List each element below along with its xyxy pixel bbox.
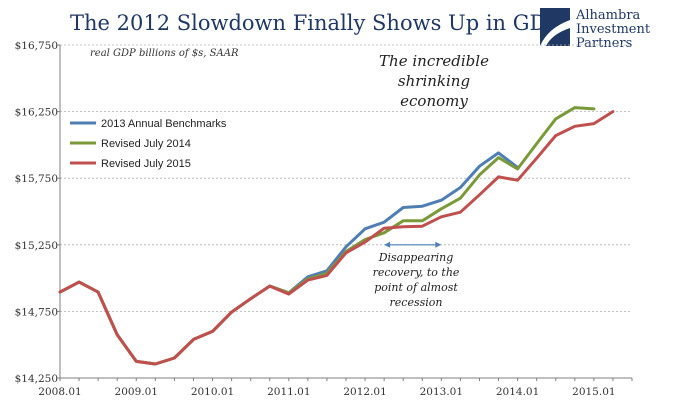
annotation-arrow [384,241,442,248]
logo-line-3: Partners [576,36,632,51]
y-tick-label-4: $16,250 [15,107,58,119]
x-tick-label-1: 2009.01 [115,386,158,398]
x-tick-label-3: 2011.01 [267,386,310,398]
alhambra-logo-icon [540,8,570,46]
arrow-head-left [384,241,391,248]
annotation-top-line-3: economy [400,92,468,110]
legend-label-revised-2014: Revised July 2014 [101,138,191,150]
logo-line-1: Alhambra [575,8,641,23]
annotation-mid-line-4: recession [390,296,443,309]
series-line-2 [58,110,615,366]
annotation-mid-line-1: Disappearing [378,251,454,264]
x-tick-labels: 2008.01 2009.01 2010.01 2011.01 2012.01 2013.… [38,378,633,398]
logo-line-2: Investment [576,22,651,37]
y-tick-label-0: $14,250 [15,373,58,385]
x-tick-label-2: 2010.01 [191,386,234,398]
grid-lines [60,44,632,312]
alhambra-logo: Alhambra Investment Partners [540,8,651,51]
y-tick-label-3: $15,750 [15,173,58,185]
annotation-shrinking-economy: The incredible shrinking economy [379,52,489,110]
y-tick-label-5: $16,750 [15,40,58,52]
annotation-top-line-2: shrinking [398,72,470,90]
x-tick-label-7: 2015.01 [572,386,615,398]
annotation-mid-line-2: recovery, to the [373,266,460,279]
legend: 2013 Annual Benchmarks Revised July 2014… [70,118,227,170]
x-tick-label-6: 2014.01 [496,386,539,398]
legend-label-revised-2015: Revised July 2015 [101,158,191,170]
legend-label-benchmark-2013: 2013 Annual Benchmarks [101,118,227,130]
x-tick-label-4: 2012.01 [343,386,386,398]
series-lines [58,106,615,366]
chart-title: The 2012 Slowdown Finally Shows Up in GD… [70,11,561,35]
annotation-disappearing-recovery: Disappearing recovery, to the point of a… [373,251,460,309]
annotation-mid-line-3: point of almost [374,281,458,294]
x-tick-label-0: 2008.01 [38,386,81,398]
y-tick-label-2: $15,250 [15,240,58,252]
y-tick-label-1: $14,750 [15,306,58,318]
chart-subtitle: real GDP billions of $s, SAAR [90,48,239,59]
arrow-head-right [435,241,442,248]
y-tick-labels: $14,250 $14,750 $15,250 $15,750 $16,250 $16,7… [15,40,60,385]
annotation-top-line-1: The incredible [379,52,489,70]
axes [59,45,632,379]
x-tick-label-5: 2013.01 [420,386,463,398]
